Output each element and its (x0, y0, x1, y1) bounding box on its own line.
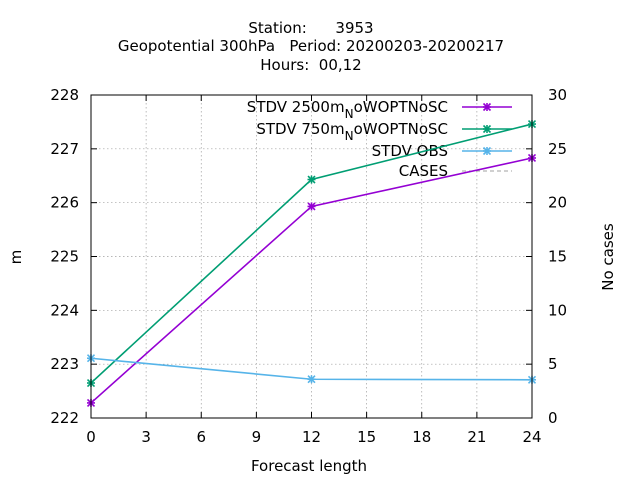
legend-label: STDV OBS (372, 142, 448, 160)
x-tick-label: 3 (141, 428, 151, 446)
chart-title-line-3: Hours: 00,12 (260, 56, 361, 74)
y-tick-label: 225 (50, 248, 79, 266)
y-tick-label: 223 (50, 355, 79, 373)
y2-tick-label: 10 (548, 301, 567, 319)
x-axis-label: Forecast length (251, 457, 367, 475)
y-tick-label: 224 (50, 301, 79, 319)
y-axis-label: m (7, 250, 25, 265)
x-tick-label: 6 (196, 428, 206, 446)
legend-marker (482, 146, 492, 156)
x-tick-label: 9 (252, 428, 262, 446)
legend-label: STDV 2500mNoWOPTNoSC (247, 98, 448, 121)
data-point (307, 375, 316, 384)
x-tick-label: 0 (86, 428, 96, 446)
y2-tick-label: 20 (548, 194, 567, 212)
y2-tick-label: 25 (548, 140, 567, 158)
y2-axis-label: No cases (599, 223, 617, 291)
legend-marker (482, 124, 492, 134)
y2-tick-label: 0 (548, 409, 558, 427)
y-tick-label: 227 (50, 140, 79, 158)
y2-tick-label: 15 (548, 248, 567, 266)
x-tick-label: 24 (522, 428, 541, 446)
legend-label: STDV 750mNoWOPTNoSC (256, 120, 448, 143)
x-tick-label: 21 (467, 428, 486, 446)
y-tick-label: 222 (50, 409, 79, 427)
grid-lines (91, 95, 532, 418)
x-tick-label: 12 (302, 428, 321, 446)
data-point (307, 175, 316, 184)
legend-label: CASES (399, 162, 448, 180)
y2-tick-label: 5 (548, 355, 558, 373)
chart-title-line-1: Station: 3953 (248, 19, 373, 37)
axis-ticks: 0 3 6 9 12 15 18 21 24 222 223 224 225 226 227 228 0 5 10 1… (50, 86, 567, 446)
chart-title-line-2: Geopotential 300hPa Period: 20200203-202… (118, 37, 504, 55)
y-tick-label: 228 (50, 86, 79, 104)
x-tick-label: 15 (357, 428, 376, 446)
y2-tick-label: 30 (548, 86, 567, 104)
data-point (307, 202, 316, 211)
y-tick-label: 226 (50, 194, 79, 212)
x-tick-label: 18 (412, 428, 431, 446)
legend-marker (482, 102, 492, 112)
